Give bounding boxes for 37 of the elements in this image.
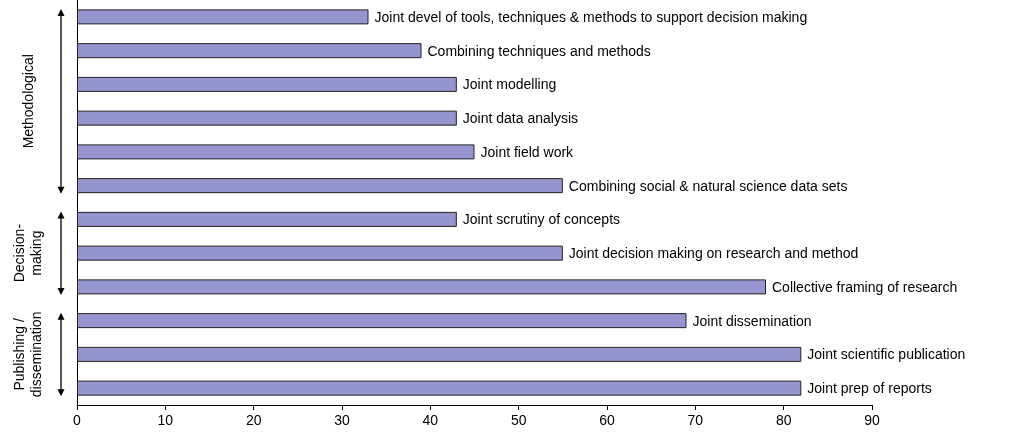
y-tick-label: Combining techniques and methods	[427, 42, 651, 59]
bar	[77, 9, 369, 25]
bar	[77, 144, 475, 160]
x-tick-label: 40	[422, 412, 439, 428]
y-tick-label: Joint devel of tools, techniques & methods to support decision making	[374, 8, 808, 25]
bar	[77, 110, 457, 126]
bar	[77, 211, 457, 227]
x-tick-label: 80	[775, 412, 792, 428]
bar	[77, 76, 457, 92]
y-tick-label: Joint scientific publication	[807, 346, 966, 363]
y-tick-label: Joint field work	[480, 143, 575, 160]
y-tick-label: Joint prep of reports	[807, 380, 932, 397]
bar	[77, 346, 802, 362]
bar	[77, 313, 687, 329]
x-tick-label: 60	[599, 412, 615, 428]
x-tick-label: 50	[510, 412, 527, 428]
x-tick-label: 0	[73, 412, 82, 428]
x-tick-label: 20	[245, 412, 262, 428]
y-tick-label: Combining social & natural science data sets	[568, 177, 848, 194]
text: Decision- making	[11, 223, 44, 283]
x-tick-label: 90	[864, 412, 880, 428]
bar	[77, 380, 802, 396]
y-tick-label: Joint scrutiny of concepts	[462, 211, 621, 228]
y-tick-label: Joint modelling	[462, 76, 557, 93]
y-tick-label: Joint dissemination	[692, 312, 812, 329]
y-tick-label: Joint data analysis	[462, 110, 579, 127]
text: Methodological	[20, 54, 36, 149]
x-tick-label: 70	[687, 412, 704, 428]
bar	[77, 279, 766, 295]
bar	[77, 245, 563, 261]
x-tick-label: 10	[157, 412, 174, 428]
bar	[77, 178, 563, 194]
y-tick-label: Joint decision making on research and method	[568, 245, 859, 262]
y-tick-label: Collective framing of research	[772, 278, 958, 295]
bar	[77, 43, 422, 59]
x-tick-label: 30	[334, 412, 350, 428]
text: Publishing / dissemination	[11, 311, 44, 398]
